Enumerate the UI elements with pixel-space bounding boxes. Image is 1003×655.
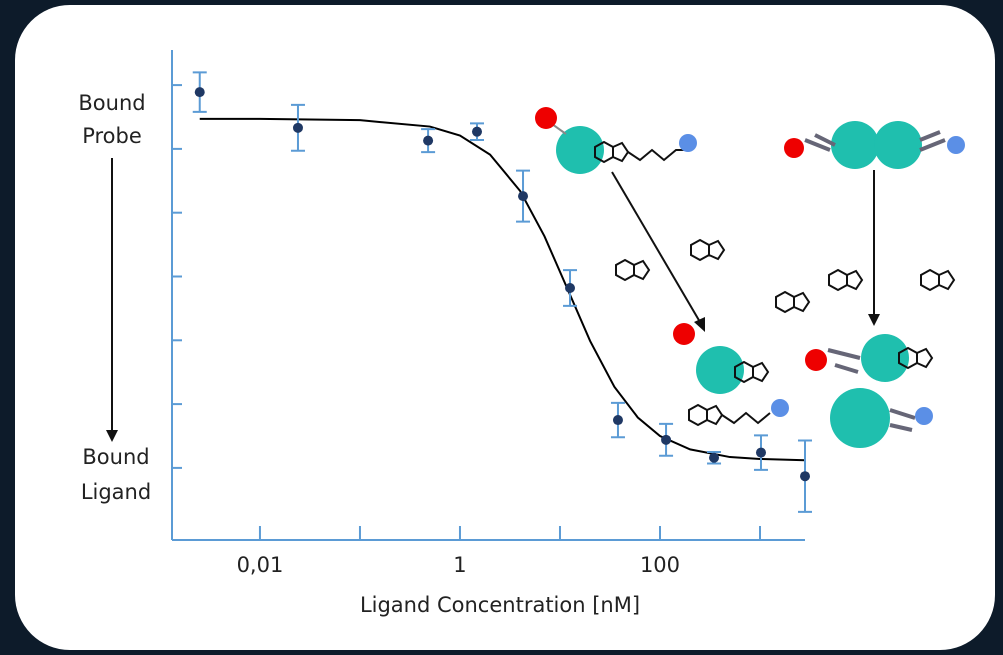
arrow-head [106,430,118,442]
x-tick-label: 1 [453,553,466,577]
data-point [565,282,576,293]
protein [874,121,922,169]
blue-label [679,134,697,152]
chain [627,148,686,162]
linker [551,123,567,135]
red-label [805,349,827,371]
protein [556,126,604,174]
panel [15,5,995,650]
antibody [889,408,916,432]
chain [721,411,771,425]
x-axis-label: Ligand Concentration [nM] [360,593,640,617]
protein [861,334,909,382]
data-point [661,434,672,445]
protein [831,121,879,169]
arrow [611,171,701,323]
red-label [673,323,695,345]
x-tick-label: 100 [640,553,680,577]
arrow-head [868,314,880,326]
antibody [827,348,861,374]
red-label [784,138,804,158]
data-point [518,191,529,202]
diagram [106,107,965,448]
y-top-label: Probe [82,124,142,148]
blue-label [915,407,933,425]
protein [696,346,744,394]
data-point [755,447,766,458]
red-label [535,107,557,129]
data-point [292,122,303,133]
y-bottom-label: Bound [82,445,149,469]
y-top-label: Bound [78,91,145,115]
blue-label [771,399,789,417]
y-bottom-label: Ligand [81,480,151,504]
protein [830,388,890,448]
blue-label [947,136,965,154]
data-point [194,87,205,98]
antibody [804,130,946,152]
x-tick-label: 0,01 [237,553,284,577]
data-point [423,135,434,146]
data-point [800,471,810,482]
data-point [709,452,720,463]
arrow-head [694,317,705,332]
data-point [612,415,623,426]
data-point [471,126,482,137]
